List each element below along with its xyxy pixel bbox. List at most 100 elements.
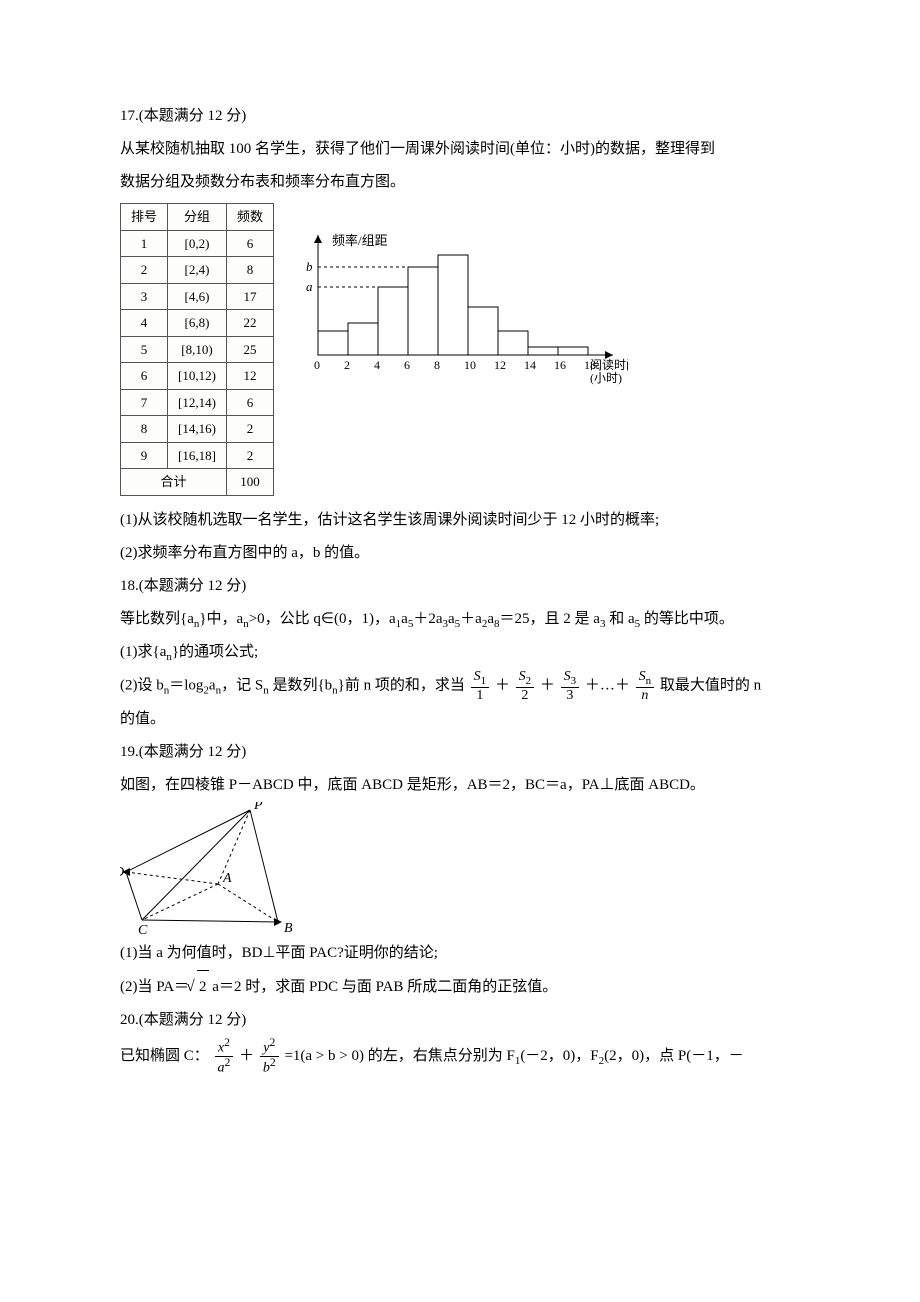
t: ＋: [540, 677, 555, 693]
table-cell: 7: [121, 389, 168, 416]
t: =1(a > b > 0): [284, 1048, 364, 1064]
t: ＋: [239, 1048, 254, 1064]
q17-th-1: 分组: [168, 204, 227, 231]
table-cell: 12: [226, 363, 273, 390]
svg-text:4: 4: [374, 358, 380, 372]
t: 等比数列{a: [120, 611, 194, 627]
q17-p2: 数据分组及频数分布表和频率分布直方图。: [120, 166, 810, 199]
table-cell: [4,6): [168, 283, 227, 310]
table-cell: [6,8): [168, 310, 227, 337]
t: a: [448, 611, 455, 627]
q17-histogram: ab024681012141618频率/组距阅读时间(小时): [288, 203, 628, 390]
q19-sub2: (2)当 PA＝2 a＝2 时，求面 PDC 与面 PAB 所成二面角的正弦值。: [120, 970, 810, 1004]
t: (2，0)，点 P(－1，－: [604, 1048, 744, 1064]
t: 是数列{b: [269, 677, 332, 693]
svg-text:2: 2: [344, 358, 350, 372]
t: (2)当 PA＝: [120, 979, 189, 995]
frac-s3: S33: [561, 669, 580, 703]
q20-header: 20.(本题满分 12 分): [120, 1004, 810, 1037]
q17-foot-val: 100: [226, 469, 273, 496]
t: 的左，右焦点分别为 F: [368, 1048, 515, 1064]
q17-th-0: 排号: [121, 204, 168, 231]
svg-text:16: 16: [554, 358, 566, 372]
t: a: [487, 611, 494, 627]
svg-text:6: 6: [404, 358, 410, 372]
t: ，记 S: [221, 677, 263, 693]
svg-text:a: a: [306, 279, 313, 294]
q18-sub3: 的值。: [120, 703, 810, 736]
q17-freq-table: 排号 分组 频数 1[0,2)62[2,4)83[4,6)174[6,8)225…: [120, 203, 274, 496]
svg-text:P: P: [253, 802, 263, 813]
q17-sub1: (1)从该校随机选取一名学生，估计这名学生该周课外阅读时间少于 12 小时的概率…: [120, 504, 810, 537]
q19-sub1: (1)当 a 为何值时，BD⊥平面 PAC?证明你的结论;: [120, 937, 810, 970]
table-cell: 17: [226, 283, 273, 310]
t: (1)求{a: [120, 644, 166, 660]
svg-text:b: b: [306, 259, 313, 274]
svg-text:阅读时间: 阅读时间: [590, 358, 628, 372]
t: ＋a: [460, 611, 482, 627]
q20-p1: 已知椭圆 C： x2a2 ＋ y2b2 =1(a > b > 0) 的左，右焦点…: [120, 1037, 810, 1076]
table-cell: 3: [121, 283, 168, 310]
t: a＝2 时，求面 PDC 与面 PAB 所成二面角的正弦值。: [209, 979, 558, 995]
t: }的通项公式;: [172, 644, 258, 660]
t: 取最大值时的 n: [660, 677, 761, 693]
table-cell: [2,4): [168, 257, 227, 284]
t: (2)设 b: [120, 677, 164, 693]
table-cell: [16,18]: [168, 442, 227, 469]
q17-p1: 从某校随机抽取 100 名学生，获得了他们一周课外阅读时间(单位：小时)的数据，…: [120, 133, 810, 166]
frac-s2: S22: [516, 669, 535, 703]
q18-header: 18.(本题满分 12 分): [120, 570, 810, 603]
q17-figure-row: 排号 分组 频数 1[0,2)62[2,4)83[4,6)174[6,8)225…: [120, 203, 810, 496]
table-cell: 9: [121, 442, 168, 469]
q19-figure: P A B C D: [120, 802, 810, 937]
table-cell: 4: [121, 310, 168, 337]
t: 的等比中项。: [640, 611, 734, 627]
t: (－2，0)，F: [520, 1048, 598, 1064]
q19-p1: 如图，在四棱锥 P－ABCD 中，底面 ABCD 是矩形，AB＝2，BC＝a，P…: [120, 769, 810, 802]
table-cell: [8,10): [168, 336, 227, 363]
frac-s1: S11: [471, 669, 490, 703]
t: ＋: [495, 677, 510, 693]
q17-header: 17.(本题满分 12 分): [120, 100, 810, 133]
t: ＋2a: [413, 611, 442, 627]
table-cell: [14,16): [168, 416, 227, 443]
t: ＋…＋: [585, 677, 630, 693]
table-cell: 6: [121, 363, 168, 390]
table-cell: 2: [226, 416, 273, 443]
table-cell: 8: [226, 257, 273, 284]
svg-text:0: 0: [314, 358, 320, 372]
table-cell: 6: [226, 230, 273, 257]
svg-text:D: D: [120, 865, 124, 880]
t: >0，公比 q∈(0，1)，a: [249, 611, 396, 627]
table-cell: 5: [121, 336, 168, 363]
q17-foot-label: 合计: [121, 469, 227, 496]
svg-text:A: A: [222, 871, 232, 886]
table-cell: 22: [226, 310, 273, 337]
table-cell: [12,14): [168, 389, 227, 416]
q17-sub2: (2)求频率分布直方图中的 a，b 的值。: [120, 537, 810, 570]
svg-text:C: C: [138, 923, 148, 937]
t: ＝25，且 2 是 a: [500, 611, 600, 627]
table-cell: 2: [226, 442, 273, 469]
q17-th-2: 频数: [226, 204, 273, 231]
sqrt2: 2: [189, 970, 209, 1004]
frac-y2b2: y2b2: [260, 1037, 279, 1076]
svg-text:10: 10: [464, 358, 476, 372]
svg-text:8: 8: [434, 358, 440, 372]
svg-text:14: 14: [524, 358, 536, 372]
svg-text:B: B: [284, 921, 293, 936]
t: a: [401, 611, 408, 627]
t: ＝log: [169, 677, 203, 693]
table-cell: 2: [121, 257, 168, 284]
frac-x2a2: x2a2: [215, 1037, 234, 1076]
q18-sub1: (1)求{an}的通项公式;: [120, 636, 810, 669]
q19-header: 19.(本题满分 12 分): [120, 736, 810, 769]
table-cell: [10,12): [168, 363, 227, 390]
svg-text:频率/组距: 频率/组距: [332, 233, 388, 248]
q18-sub2: (2)设 bn＝log2an，记 Sn 是数列{bn}前 n 项的和，求当 S1…: [120, 669, 810, 703]
table-cell: 1: [121, 230, 168, 257]
table-cell: 25: [226, 336, 273, 363]
t: 和 a: [605, 611, 634, 627]
table-cell: 6: [226, 389, 273, 416]
q18-p1: 等比数列{an}中，an>0，公比 q∈(0，1)，a1a5＋2a3a5＋a2a…: [120, 603, 810, 636]
